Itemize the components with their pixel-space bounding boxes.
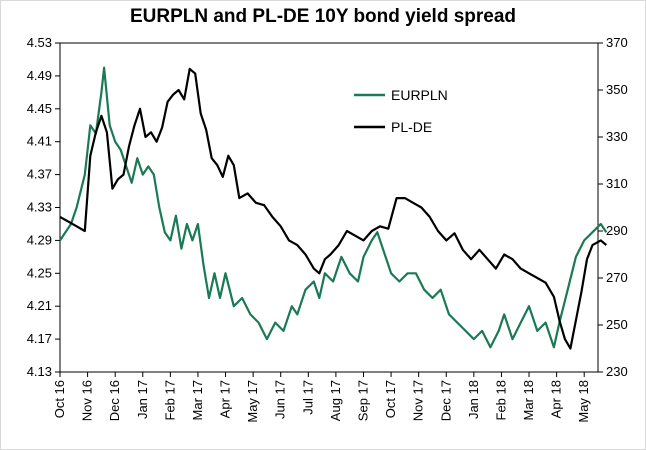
x-tick-label: Jun 17 [273,380,288,419]
x-tick-label: Jan 18 [466,380,481,419]
legend-label: EURPLN [391,87,448,103]
legend: EURPLN PL-DE [354,87,448,135]
right-tick-label: 310 [606,176,628,191]
right-tick-label: 330 [606,129,628,144]
series-line-pl-de [59,67,608,350]
x-tick-label: Oct 16 [52,380,67,418]
x-tick-label: Nov 16 [80,380,95,421]
left-tick-label: 4.53 [27,35,52,50]
x-tick-label: Sep 17 [355,380,370,421]
x-tick-label: May 17 [245,380,260,423]
x-tick-label: Oct 17 [383,380,398,418]
x-tick-label: Dec 16 [107,380,122,421]
left-tick-label: 4.13 [27,364,52,379]
x-tick-label: Mar 17 [190,380,205,420]
left-tick-label: 4.49 [27,68,52,83]
x-tick-label: May 18 [576,380,591,423]
right-axis-ticks: 230 250 270 290 310 330 350 370 [598,35,628,379]
chart-title: EURPLN and PL-DE 10Y bond yield spread [129,6,517,27]
right-tick-label: 250 [606,317,628,332]
left-tick-label: 4.33 [27,200,52,215]
x-tick-label: Feb 18 [493,380,508,420]
right-tick-label: 290 [606,223,628,238]
left-tick-label: 4.25 [27,265,52,280]
right-tick-label: 270 [606,270,628,285]
x-axis-ticks: Oct 16 Nov 16 Dec 16 Jan 17 Feb 17 Mar 17 Apr … [52,372,591,423]
right-tick-label: 350 [606,82,628,97]
left-axis-ticks: 4.13 4.17 4.21 4.25 4.29 4.33 4.37 4.41 4.45 4.49… [27,35,60,379]
x-tick-label: Mar 18 [521,380,536,420]
x-tick-label: Apr 18 [549,380,564,418]
left-tick-label: 4.21 [27,298,52,313]
x-tick-label: Jan 17 [135,380,150,419]
plot-area-border [59,42,599,373]
x-tick-label: Apr 17 [218,380,233,418]
left-tick-label: 4.29 [27,232,52,247]
left-tick-label: 4.37 [27,167,52,182]
legend-label: PL-DE [391,119,432,135]
x-tick-label: Aug 17 [328,380,343,421]
x-tick-label: Feb 17 [162,380,177,420]
right-tick-label: 230 [606,364,628,379]
left-tick-label: 4.45 [27,101,52,116]
left-tick-label: 4.17 [27,331,52,346]
left-tick-label: 4.41 [27,134,52,149]
x-tick-label: Dec 17 [438,380,453,421]
x-tick-label: Jul 17 [300,380,315,415]
x-tick-label: Nov 17 [411,380,426,421]
series-lines [59,66,608,350]
series-line-eurpln [59,66,608,349]
axes [59,42,599,373]
right-tick-label: 370 [606,35,628,50]
